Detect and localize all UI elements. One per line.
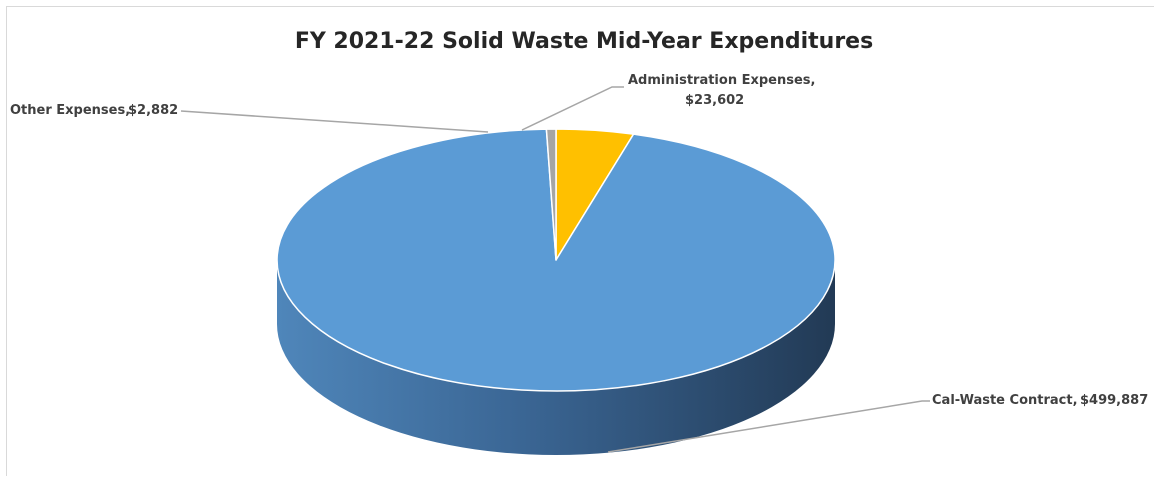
leader-line-other: [180, 110, 489, 133]
pie-side-wall: [277, 260, 835, 455]
chart-frame: [6, 6, 1154, 476]
label-cal-waste-name: Cal-Waste Contract,: [932, 393, 1078, 408]
leader-line-cal-waste: [607, 400, 930, 453]
pie-slice-other-expenses: [545, 128, 557, 261]
leader-line-administration: [521, 86, 624, 131]
label-cal-waste-value: $499,887: [1080, 393, 1148, 408]
label-other-value: $2,882: [128, 103, 178, 118]
chart-title: FY 2021-22 Solid Waste Mid-Year Expendit…: [295, 29, 873, 54]
label-administration-value: $23,602: [685, 93, 744, 108]
label-administration-name: Administration Expenses,: [628, 73, 815, 88]
label-other-name: Other Expenses,: [10, 103, 130, 118]
pie-slices: [276, 128, 836, 392]
